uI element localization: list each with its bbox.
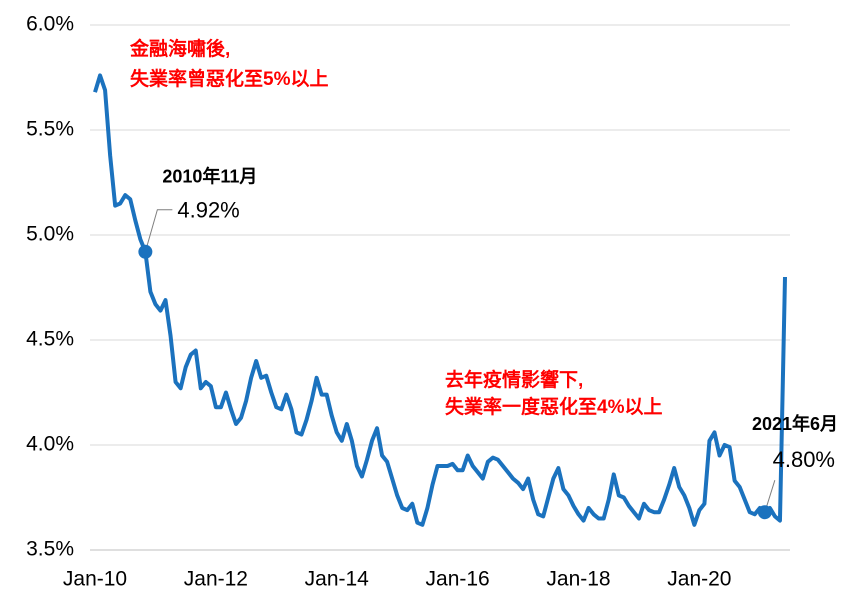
x-tick-label: Jan-10 xyxy=(63,568,127,591)
highlight-point xyxy=(757,505,772,520)
x-tick-label: Jan-12 xyxy=(184,568,248,591)
x-tick-label: Jan-14 xyxy=(305,568,370,591)
data-label: 4.92% xyxy=(177,198,239,223)
callout-title: 2021年6月 xyxy=(752,413,838,434)
x-tick-label: Jan-18 xyxy=(546,568,610,591)
annotation: 失業率一度惡化至4%以上 xyxy=(445,395,662,418)
y-tick-label: 4.5% xyxy=(26,328,74,351)
leader-line xyxy=(144,209,173,252)
x-tick-label: Jan-16 xyxy=(426,568,490,591)
callout-title: 2010年11月 xyxy=(162,166,257,187)
data-label: 4.80% xyxy=(773,447,835,472)
annotation: 金融海嘯後, xyxy=(129,37,230,60)
data-line xyxy=(93,73,787,527)
y-tick-label: 3.5% xyxy=(26,538,74,561)
annotation: 去年疫情影響下, xyxy=(445,368,583,391)
x-tick-label: Jan-20 xyxy=(667,568,731,591)
y-tick-label: 5.0% xyxy=(26,223,74,246)
highlight-point xyxy=(138,244,153,259)
y-tick-label: 5.5% xyxy=(26,118,74,141)
y-tick-label: 4.0% xyxy=(26,433,74,456)
y-tick-label: 6.0% xyxy=(26,13,74,36)
annotation: 失業率曾惡化至5%以上 xyxy=(130,67,328,90)
